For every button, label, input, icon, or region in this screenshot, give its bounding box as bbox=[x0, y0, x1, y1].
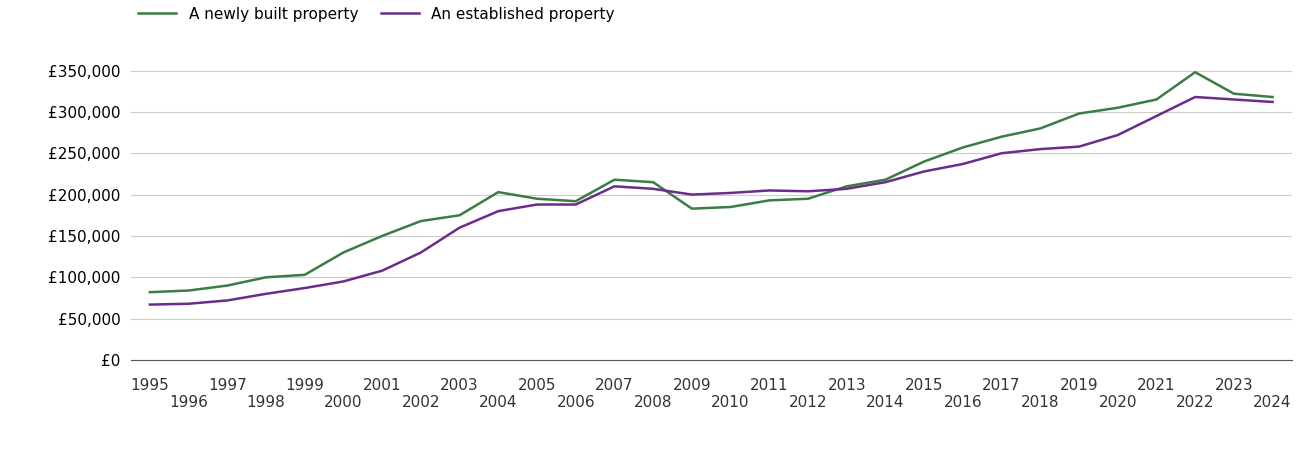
An established property bbox=[878, 180, 894, 185]
A newly built property bbox=[762, 198, 778, 203]
A newly built property bbox=[568, 198, 583, 204]
An established property bbox=[1188, 94, 1203, 100]
Line: A newly built property: A newly built property bbox=[150, 72, 1272, 292]
A newly built property bbox=[142, 289, 158, 295]
A newly built property bbox=[955, 145, 971, 150]
A newly built property bbox=[684, 206, 699, 211]
A newly built property bbox=[530, 196, 545, 202]
An established property bbox=[1148, 113, 1164, 119]
An established property bbox=[375, 268, 390, 274]
An established property bbox=[452, 225, 467, 230]
A newly built property bbox=[1265, 94, 1280, 100]
A newly built property bbox=[491, 189, 506, 195]
Legend: A newly built property, An established property: A newly built property, An established p… bbox=[138, 7, 615, 22]
An established property bbox=[1032, 146, 1048, 152]
Text: 1995: 1995 bbox=[130, 378, 170, 393]
A newly built property bbox=[723, 204, 739, 210]
Text: 2018: 2018 bbox=[1021, 395, 1060, 410]
A newly built property bbox=[607, 177, 622, 182]
A newly built property bbox=[1109, 105, 1125, 110]
An established property bbox=[335, 279, 351, 284]
A newly built property bbox=[414, 218, 429, 224]
Text: 2007: 2007 bbox=[595, 378, 634, 393]
Text: 1999: 1999 bbox=[286, 378, 324, 393]
A newly built property bbox=[1227, 91, 1242, 96]
Text: 2002: 2002 bbox=[402, 395, 440, 410]
A newly built property bbox=[258, 274, 274, 280]
Text: 2020: 2020 bbox=[1099, 395, 1137, 410]
A newly built property bbox=[219, 283, 235, 288]
A newly built property bbox=[994, 134, 1010, 140]
A newly built property bbox=[296, 272, 312, 278]
An established property bbox=[955, 161, 971, 166]
Text: 2000: 2000 bbox=[324, 395, 363, 410]
An established property bbox=[645, 186, 660, 192]
An established property bbox=[994, 151, 1010, 156]
Text: 2003: 2003 bbox=[440, 378, 479, 393]
Text: 1997: 1997 bbox=[207, 378, 247, 393]
An established property bbox=[219, 298, 235, 303]
Line: An established property: An established property bbox=[150, 97, 1272, 305]
An established property bbox=[1071, 144, 1087, 149]
An established property bbox=[607, 184, 622, 189]
An established property bbox=[684, 192, 699, 197]
An established property bbox=[800, 189, 816, 194]
Text: 2009: 2009 bbox=[672, 378, 711, 393]
Text: 2021: 2021 bbox=[1137, 378, 1176, 393]
Text: 2015: 2015 bbox=[904, 378, 944, 393]
Text: 2006: 2006 bbox=[556, 395, 595, 410]
A newly built property bbox=[1188, 69, 1203, 75]
A newly built property bbox=[181, 288, 197, 293]
Text: 2022: 2022 bbox=[1176, 395, 1215, 410]
Text: 2008: 2008 bbox=[634, 395, 672, 410]
An established property bbox=[142, 302, 158, 307]
Text: 2017: 2017 bbox=[983, 378, 1021, 393]
Text: 2016: 2016 bbox=[944, 395, 983, 410]
A newly built property bbox=[375, 233, 390, 238]
An established property bbox=[1109, 132, 1125, 138]
A newly built property bbox=[452, 212, 467, 218]
A newly built property bbox=[878, 177, 894, 182]
An established property bbox=[414, 250, 429, 255]
An established property bbox=[839, 186, 855, 192]
An established property bbox=[762, 188, 778, 193]
A newly built property bbox=[1148, 97, 1164, 102]
An established property bbox=[568, 202, 583, 207]
An established property bbox=[181, 301, 197, 306]
Text: 2001: 2001 bbox=[363, 378, 402, 393]
Text: 2011: 2011 bbox=[750, 378, 788, 393]
An established property bbox=[1227, 97, 1242, 102]
An established property bbox=[491, 208, 506, 214]
An established property bbox=[258, 291, 274, 297]
Text: 1998: 1998 bbox=[247, 395, 286, 410]
Text: 1996: 1996 bbox=[170, 395, 207, 410]
Text: 2010: 2010 bbox=[711, 395, 750, 410]
A newly built property bbox=[1032, 126, 1048, 131]
Text: 2024: 2024 bbox=[1253, 395, 1292, 410]
A newly built property bbox=[916, 159, 932, 164]
A newly built property bbox=[1071, 111, 1087, 116]
Text: 2023: 2023 bbox=[1215, 378, 1253, 393]
An established property bbox=[723, 190, 739, 196]
An established property bbox=[296, 285, 312, 291]
A newly built property bbox=[645, 180, 660, 185]
Text: 2012: 2012 bbox=[788, 395, 827, 410]
An established property bbox=[1265, 99, 1280, 105]
Text: 2013: 2013 bbox=[827, 378, 867, 393]
An established property bbox=[530, 202, 545, 207]
Text: 2014: 2014 bbox=[867, 395, 904, 410]
A newly built property bbox=[839, 184, 855, 189]
An established property bbox=[916, 169, 932, 174]
Text: 2019: 2019 bbox=[1060, 378, 1099, 393]
Text: 2005: 2005 bbox=[518, 378, 556, 393]
A newly built property bbox=[335, 250, 351, 255]
Text: 2004: 2004 bbox=[479, 395, 518, 410]
A newly built property bbox=[800, 196, 816, 202]
